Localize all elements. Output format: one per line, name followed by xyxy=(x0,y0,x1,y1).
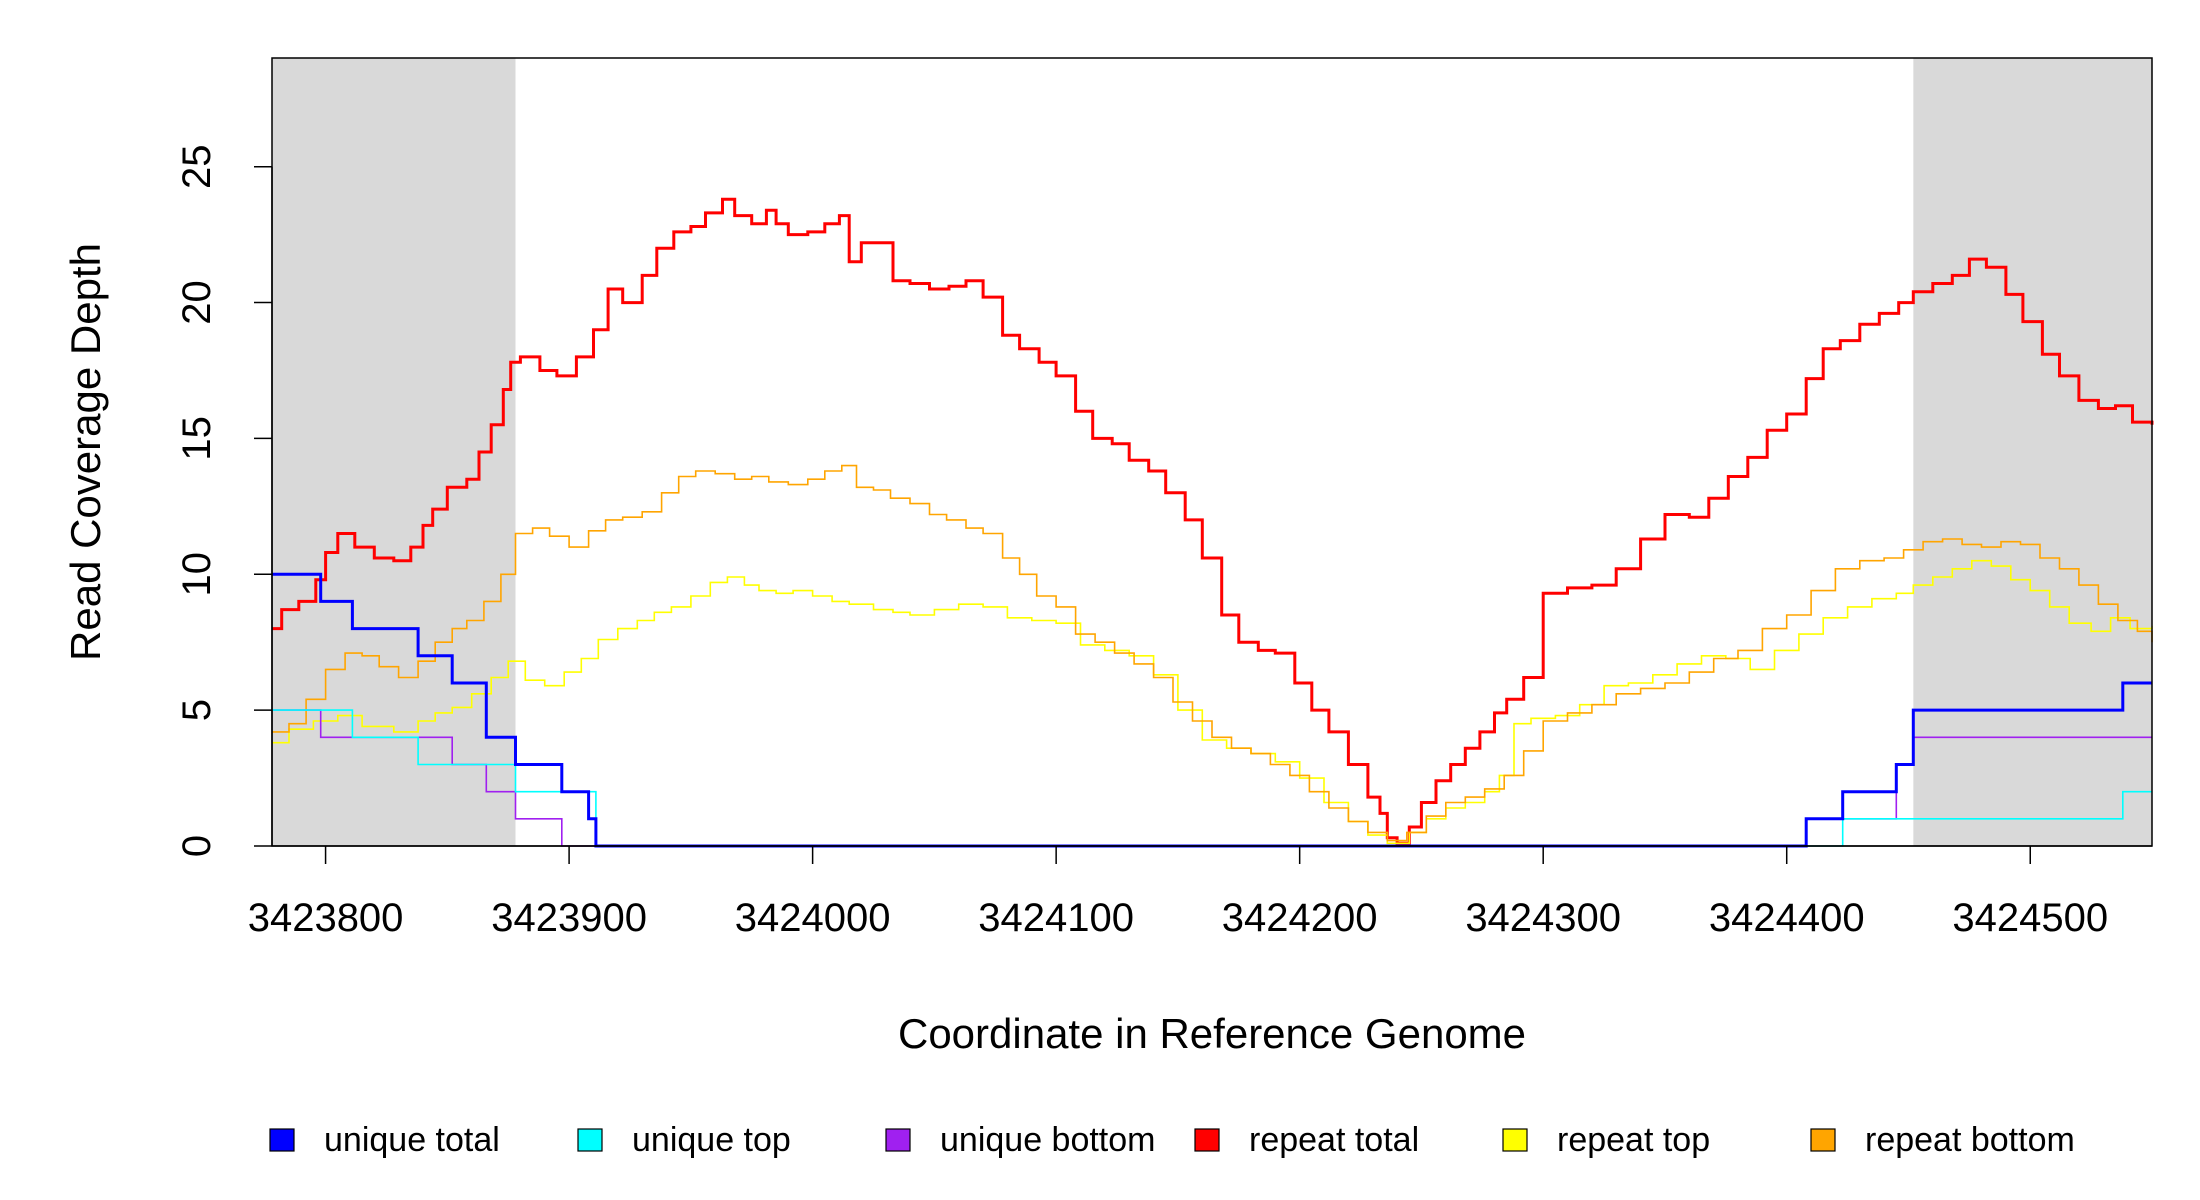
y-axis: 0 5 10 15 20 25 xyxy=(175,144,273,857)
series-line-repeat-total xyxy=(272,197,2154,845)
shaded-region-1 xyxy=(1913,58,2152,846)
x-axis: 3423800 3423900 3424000 3424100 3424200 34243… xyxy=(248,845,2152,940)
legend-label-repeat-total: repeat total xyxy=(1249,1121,1419,1159)
y-tick-label: 15 xyxy=(175,416,219,461)
legend-label-repeat-top: repeat top xyxy=(1557,1121,1710,1159)
y-tick-label: 5 xyxy=(175,699,219,721)
legend-swatch-unique-total xyxy=(269,1128,295,1152)
x-tick-label: 3424100 xyxy=(978,896,1134,940)
y-tick-label: 25 xyxy=(175,144,219,189)
series-line-repeat-bottom xyxy=(272,464,2153,842)
y-tick-label: 20 xyxy=(175,280,219,325)
series-lines xyxy=(272,197,2154,848)
legend-swatch-repeat-bottom xyxy=(1810,1128,1836,1152)
series-line-repeat-top xyxy=(272,559,2153,845)
x-tick-label: 3424000 xyxy=(735,896,891,940)
x-tick-label: 3424300 xyxy=(1465,896,1621,940)
legend: unique total unique top unique bottom repea… xyxy=(269,1121,2075,1159)
x-tick-label: 3424400 xyxy=(1709,896,1865,940)
legend-label-repeat-bottom: repeat bottom xyxy=(1865,1121,2075,1159)
legend-swatch-repeat-total xyxy=(1194,1128,1220,1152)
shaded-region-0 xyxy=(272,58,516,846)
shaded-regions xyxy=(272,58,2152,846)
legend-swatch-unique-top xyxy=(577,1128,603,1152)
x-tick-label: 3424200 xyxy=(1222,896,1378,940)
legend-label-unique-total: unique total xyxy=(324,1121,500,1159)
x-axis-title: Coordinate in Reference Genome xyxy=(898,1010,1526,1057)
legend-label-unique-top: unique top xyxy=(632,1121,791,1159)
y-tick-label: 10 xyxy=(175,552,219,597)
legend-swatch-unique-bottom xyxy=(885,1128,911,1152)
legend-swatch-repeat-top xyxy=(1502,1128,1528,1152)
legend-label-unique-bottom: unique bottom xyxy=(940,1121,1156,1159)
x-tick-label: 3423900 xyxy=(491,896,647,940)
series-line-unique-top xyxy=(272,709,2152,847)
y-axis-title: Read Coverage Depth xyxy=(62,243,109,661)
x-tick-label: 3423800 xyxy=(248,896,404,940)
series-line-unique-total xyxy=(272,572,2152,848)
x-tick-label: 3424500 xyxy=(1952,896,2108,940)
y-tick-label: 0 xyxy=(175,835,219,857)
